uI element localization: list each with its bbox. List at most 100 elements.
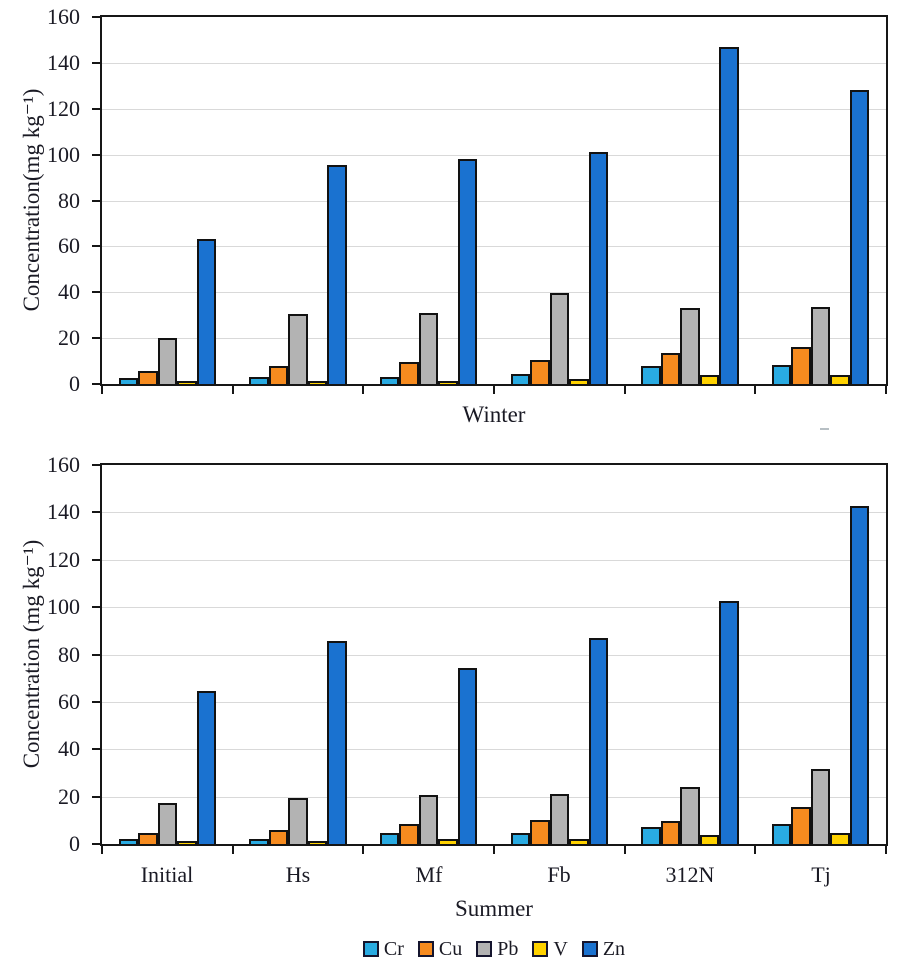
bottom-y-axis-tick-label: 0 xyxy=(69,831,80,856)
top-bar-Tj-V xyxy=(830,375,850,384)
top-bar-Initial-Cu xyxy=(138,371,158,384)
top-gridline-20 xyxy=(102,338,886,339)
bottom-y-axis-tick-label: 140 xyxy=(47,499,80,524)
bottom-bar-Fb-Pb xyxy=(550,794,569,844)
top-gridline-120 xyxy=(102,109,886,110)
top-bar-Hs-Cr xyxy=(249,377,269,384)
top-bar-Initial-Cr xyxy=(119,378,138,384)
bottom-y-tick xyxy=(92,464,100,466)
bottom-bar-Initial-Zn xyxy=(197,691,216,844)
top-bar-Mf-Cu xyxy=(399,362,419,384)
bottom-x-axis-category-label: Initial xyxy=(140,862,194,887)
bottom-bar-312N-V xyxy=(700,835,719,844)
top-bar-Fb-Cu xyxy=(530,360,550,384)
legend-label: Zn xyxy=(602,938,626,960)
bottom-bar-Tj-Cr xyxy=(772,824,791,844)
top-bar-Tj-Zn xyxy=(850,90,869,384)
winter-x-axis-title: Winter xyxy=(462,402,526,427)
top-y-axis-tick-label: 140 xyxy=(47,50,80,75)
top-y-tick xyxy=(92,16,100,18)
bottom-y-axis-tick-label: 60 xyxy=(58,689,80,714)
top-bar-Hs-Cu xyxy=(269,366,288,384)
top-y-axis-tick-label: 60 xyxy=(58,233,80,258)
top-bar-Hs-Zn xyxy=(327,165,347,384)
top-bar-Hs-Pb xyxy=(288,314,308,384)
top-y-tick xyxy=(92,62,100,64)
bottom-x-tick xyxy=(493,846,495,854)
bottom-y-axis-tick-label: 80 xyxy=(58,642,80,667)
top-bar-Fb-Pb xyxy=(550,293,569,384)
bottom-bar-Initial-Pb xyxy=(158,803,177,844)
bottom-y-tick xyxy=(92,654,100,656)
top-x-tick xyxy=(624,386,626,394)
bottom-x-tick xyxy=(624,846,626,854)
top-bar-Initial-Pb xyxy=(158,338,177,384)
bottom-gridline-80 xyxy=(102,655,886,656)
top-bar-312N-Cu xyxy=(661,353,680,384)
top-y-axis-tick-label: 100 xyxy=(47,142,80,167)
bottom-y-axis-tick-label: 120 xyxy=(47,547,80,572)
top-gridline-80 xyxy=(102,201,886,202)
bottom-x-tick xyxy=(101,846,103,854)
top-y-tick xyxy=(92,291,100,293)
top-y-axis-tick-label: 40 xyxy=(58,279,80,304)
bottom-x-axis-category-label: Mf xyxy=(415,862,443,887)
top-bar-Fb-Zn xyxy=(589,152,608,384)
top-bar-Initial-V xyxy=(177,381,197,384)
bottom-bar-312N-Cu xyxy=(661,821,680,844)
bottom-y-tick xyxy=(92,796,100,798)
top-bar-Mf-Pb xyxy=(419,313,438,384)
top-bar-Tj-Cr xyxy=(772,365,791,384)
top-bar-Mf-Cr xyxy=(380,377,399,384)
bottom-bar-Initial-V xyxy=(177,841,197,844)
bottom-bar-Tj-Pb xyxy=(811,769,830,844)
legend-swatch-Cr xyxy=(362,941,379,957)
top-bar-Mf-V xyxy=(438,381,458,384)
bottom-bar-Hs-Cr xyxy=(249,839,269,844)
bottom-y-tick xyxy=(92,606,100,608)
legend: Cr Cu Pb V Zn xyxy=(100,938,888,960)
bottom-bar-Hs-Zn xyxy=(327,641,347,844)
bottom-gridline-140 xyxy=(102,512,886,513)
bottom-y-axis-tick-label: 20 xyxy=(58,784,80,809)
top-y-tick xyxy=(92,154,100,156)
bottom-x-tick xyxy=(885,846,887,854)
top-x-tick xyxy=(885,386,887,394)
top-y-tick xyxy=(92,383,100,385)
top-bar-Fb-V xyxy=(569,379,589,384)
top-x-tick xyxy=(493,386,495,394)
bottom-bar-Tj-V xyxy=(830,833,850,844)
bottom-x-axis-category-label: Tj xyxy=(811,862,831,887)
legend-swatch-V xyxy=(532,941,549,957)
bottom-y-axis-tick-label: 40 xyxy=(58,736,80,761)
top-gridline-100 xyxy=(102,155,886,156)
top-y-axis-tick-label: 80 xyxy=(58,188,80,213)
top-gridline-140 xyxy=(102,63,886,64)
top-gridline-40 xyxy=(102,292,886,293)
bottom-y-tick xyxy=(92,701,100,703)
top-bar-312N-Pb xyxy=(680,308,700,384)
legend-item-Pb: Pb xyxy=(476,939,518,959)
top-y-tick xyxy=(92,108,100,110)
top-bar-312N-Cr xyxy=(641,366,661,384)
bottom-gridline-20 xyxy=(102,797,886,798)
top-gridline-60 xyxy=(102,246,886,247)
bottom-x-axis-category-label: Fb xyxy=(547,862,571,887)
legend-label: Cu xyxy=(438,938,463,960)
legend-label: V xyxy=(553,938,568,960)
top-x-tick xyxy=(232,386,234,394)
top-y-axis-tick-label: 20 xyxy=(58,325,80,350)
bottom-gridline-40 xyxy=(102,749,886,750)
bottom-x-axis-category-label: 312N xyxy=(665,862,715,887)
bottom-gridline-60 xyxy=(102,702,886,703)
winter-plot-area xyxy=(100,15,888,386)
bottom-x-tick xyxy=(232,846,234,854)
top-x-tick xyxy=(754,386,756,394)
legend-item-Cu: Cu xyxy=(417,938,463,960)
bottom-gridline-120 xyxy=(102,560,886,561)
summer-plot-area xyxy=(100,463,888,846)
bottom-y-tick xyxy=(92,748,100,750)
bottom-x-tick xyxy=(754,846,756,854)
bottom-bar-Fb-Cr xyxy=(511,833,530,844)
